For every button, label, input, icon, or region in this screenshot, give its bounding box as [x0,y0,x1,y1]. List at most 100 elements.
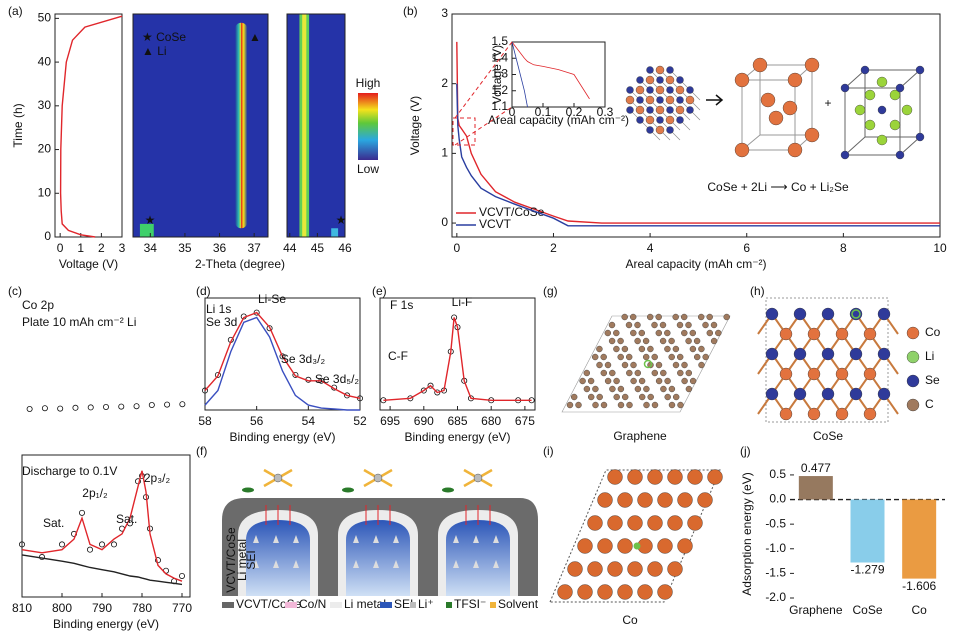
atom [613,345,620,353]
arrow [706,94,724,106]
annotation: 2p₃/₂ [144,471,171,485]
x-tick-label: 780 [132,601,152,615]
y-tick-label: -1.0 [765,541,786,555]
atom [675,85,685,95]
atom [579,377,586,385]
panel-label: (b) [403,4,418,18]
x-tick-label: 695 [380,414,400,428]
atom [651,369,658,377]
atom [634,369,641,377]
atom [723,313,730,321]
data-point [266,325,273,332]
atom [587,561,603,577]
atom [664,329,671,337]
x-axis-label: Binding energy (eV) [404,430,510,444]
atom [672,361,680,369]
atom [760,92,776,108]
atom [655,377,663,385]
cell [549,469,721,603]
atom [676,96,684,104]
x-tick-label: 1 [77,241,84,255]
atom [597,492,613,508]
atom [577,538,593,554]
atom [625,95,635,105]
sei [246,520,310,596]
legend-label: TFSI⁻ [454,597,486,611]
schematic-label: Li metal [235,539,249,581]
y-tick-label: 2 [441,76,448,90]
atom [677,538,693,554]
atom [647,313,654,321]
atom [765,347,779,361]
atom [637,584,653,600]
x-tick-label: 37 [247,241,261,255]
data-line [456,41,940,224]
legend-swatch [222,602,234,608]
li-ion [293,560,299,568]
x-tick-label: 790 [92,601,112,615]
data-point [26,405,33,412]
atom [607,469,623,485]
atom [779,367,793,381]
atom [876,76,888,88]
annotation: 2p₁/₂ [82,486,108,500]
data-point [148,401,155,408]
legend-label: Li⁺ [418,597,434,611]
data-line [511,41,528,108]
heat-stripe [331,228,339,237]
atom [596,345,603,353]
y-tick-label: 1.5 [491,34,508,48]
li-ion [273,535,279,543]
li-ion [453,535,459,543]
panel-label: (a) [8,4,23,18]
data-point [164,401,171,408]
atom [636,96,644,104]
atom [854,104,866,116]
atom [821,307,835,321]
atom [849,347,863,361]
y-tick-label: -1.5 [765,566,786,580]
atom [681,377,688,385]
atom [604,377,612,385]
x-tick-label: 0 [453,241,460,255]
atom [651,353,658,361]
x-tick-label: 800 [52,601,72,615]
atom [681,313,688,321]
atom [676,321,684,329]
data-point [434,389,441,396]
atom [768,110,784,126]
atom [617,401,625,409]
atom [645,115,655,125]
legend-label: SEI [394,597,413,611]
sei [446,520,510,596]
y-tick-label: 1.2 [491,83,508,97]
data-point [87,546,94,553]
atom [630,329,637,337]
atom [675,105,685,115]
atom [694,353,701,361]
legend-swatch [410,602,416,608]
atom [635,85,645,95]
atom [685,337,692,345]
atom [626,401,633,409]
atom [626,86,634,94]
atom [617,584,633,600]
x-tick-label: CoSe [852,603,882,617]
y-tick-label: 3 [441,6,448,20]
x-tick-label: 58 [198,414,212,428]
data-point [133,403,140,410]
atom [672,313,679,321]
atom [656,96,664,104]
li-ion [293,535,299,543]
atom [622,393,629,401]
atom [706,329,713,337]
atom [668,337,675,345]
atom [571,393,578,401]
atom [804,57,820,73]
atom [689,377,697,385]
atom [779,407,793,421]
atom [835,407,849,421]
data-line [21,470,183,582]
x-tick-label: 46 [338,241,352,255]
